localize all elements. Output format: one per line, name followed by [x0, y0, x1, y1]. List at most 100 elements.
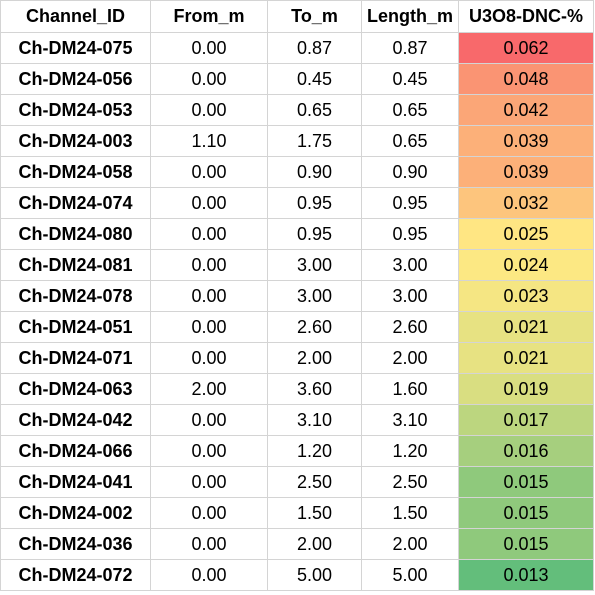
from-m-cell[interactable]: 0.00: [150, 528, 268, 560]
length-m-cell[interactable]: 3.00: [361, 280, 459, 312]
to-m-cell[interactable]: 5.00: [267, 559, 362, 591]
from-m-cell[interactable]: 0.00: [150, 342, 268, 374]
channel-id-cell[interactable]: Ch-DM24-003: [0, 125, 151, 157]
channel-id-cell[interactable]: Ch-DM24-081: [0, 249, 151, 281]
u3o8-cell[interactable]: 0.062: [458, 32, 594, 64]
to-m-cell[interactable]: 3.00: [267, 249, 362, 281]
length-m-cell[interactable]: 0.45: [361, 63, 459, 95]
u3o8-cell[interactable]: 0.032: [458, 187, 594, 219]
length-m-cell[interactable]: 0.65: [361, 125, 459, 157]
u3o8-cell[interactable]: 0.015: [458, 466, 594, 498]
length-m-cell[interactable]: 0.65: [361, 94, 459, 126]
header-row: Channel_ID From_m To_m Length_m U3O8-DNC…: [0, 0, 594, 33]
u3o8-cell[interactable]: 0.015: [458, 528, 594, 560]
from-m-cell[interactable]: 1.10: [150, 125, 268, 157]
from-m-cell[interactable]: 0.00: [150, 466, 268, 498]
u3o8-cell[interactable]: 0.017: [458, 404, 594, 436]
to-m-cell[interactable]: 1.50: [267, 497, 362, 529]
from-m-cell[interactable]: 0.00: [150, 94, 268, 126]
length-m-cell[interactable]: 1.60: [361, 373, 459, 405]
from-m-cell[interactable]: 0.00: [150, 63, 268, 95]
header-from-m[interactable]: From_m: [150, 0, 268, 33]
table-row: Ch-DM24-063 2.00 3.60 1.60 0.019: [0, 373, 594, 405]
header-length-m[interactable]: Length_m: [361, 0, 459, 33]
u3o8-cell[interactable]: 0.048: [458, 63, 594, 95]
u3o8-cell[interactable]: 0.015: [458, 497, 594, 529]
channel-id-cell[interactable]: Ch-DM24-071: [0, 342, 151, 374]
length-m-cell[interactable]: 2.60: [361, 311, 459, 343]
channel-id-cell[interactable]: Ch-DM24-051: [0, 311, 151, 343]
to-m-cell[interactable]: 2.00: [267, 528, 362, 560]
length-m-cell[interactable]: 1.50: [361, 497, 459, 529]
u3o8-cell[interactable]: 0.013: [458, 559, 594, 591]
length-m-cell[interactable]: 1.20: [361, 435, 459, 467]
u3o8-cell[interactable]: 0.019: [458, 373, 594, 405]
to-m-cell[interactable]: 3.60: [267, 373, 362, 405]
from-m-cell[interactable]: 0.00: [150, 32, 268, 64]
to-m-cell[interactable]: 0.95: [267, 187, 362, 219]
to-m-cell[interactable]: 1.75: [267, 125, 362, 157]
u3o8-cell[interactable]: 0.016: [458, 435, 594, 467]
to-m-cell[interactable]: 2.50: [267, 466, 362, 498]
channel-id-cell[interactable]: Ch-DM24-042: [0, 404, 151, 436]
u3o8-cell[interactable]: 0.021: [458, 311, 594, 343]
u3o8-cell[interactable]: 0.042: [458, 94, 594, 126]
to-m-cell[interactable]: 3.10: [267, 404, 362, 436]
length-m-cell[interactable]: 2.50: [361, 466, 459, 498]
u3o8-cell[interactable]: 0.021: [458, 342, 594, 374]
length-m-cell[interactable]: 3.10: [361, 404, 459, 436]
from-m-cell[interactable]: 0.00: [150, 311, 268, 343]
to-m-cell[interactable]: 3.00: [267, 280, 362, 312]
from-m-cell[interactable]: 0.00: [150, 187, 268, 219]
channel-id-cell[interactable]: Ch-DM24-041: [0, 466, 151, 498]
header-to-m[interactable]: To_m: [267, 0, 362, 33]
channel-id-cell[interactable]: Ch-DM24-002: [0, 497, 151, 529]
length-m-cell[interactable]: 0.90: [361, 156, 459, 188]
from-m-cell[interactable]: 0.00: [150, 497, 268, 529]
header-u3o8-dnc[interactable]: U3O8-DNC-%: [458, 0, 594, 33]
channel-id-cell[interactable]: Ch-DM24-058: [0, 156, 151, 188]
channel-id-cell[interactable]: Ch-DM24-036: [0, 528, 151, 560]
channel-id-cell[interactable]: Ch-DM24-080: [0, 218, 151, 250]
from-m-cell[interactable]: 0.00: [150, 218, 268, 250]
channel-id-cell[interactable]: Ch-DM24-074: [0, 187, 151, 219]
channel-id-cell[interactable]: Ch-DM24-063: [0, 373, 151, 405]
channel-id-cell[interactable]: Ch-DM24-053: [0, 94, 151, 126]
to-m-cell[interactable]: 0.90: [267, 156, 362, 188]
to-m-cell[interactable]: 0.87: [267, 32, 362, 64]
u3o8-cell[interactable]: 0.024: [458, 249, 594, 281]
to-m-cell[interactable]: 0.45: [267, 63, 362, 95]
length-m-cell[interactable]: 0.87: [361, 32, 459, 64]
from-m-cell[interactable]: 0.00: [150, 280, 268, 312]
to-m-cell[interactable]: 1.20: [267, 435, 362, 467]
from-m-cell[interactable]: 0.00: [150, 559, 268, 591]
table-row: Ch-DM24-072 0.00 5.00 5.00 0.013: [0, 559, 594, 591]
to-m-cell[interactable]: 0.65: [267, 94, 362, 126]
to-m-cell[interactable]: 2.00: [267, 342, 362, 374]
header-channel-id[interactable]: Channel_ID: [0, 0, 151, 33]
channel-id-cell[interactable]: Ch-DM24-072: [0, 559, 151, 591]
u3o8-cell[interactable]: 0.039: [458, 125, 594, 157]
from-m-cell[interactable]: 2.00: [150, 373, 268, 405]
from-m-cell[interactable]: 0.00: [150, 156, 268, 188]
channel-id-cell[interactable]: Ch-DM24-075: [0, 32, 151, 64]
length-m-cell[interactable]: 5.00: [361, 559, 459, 591]
from-m-cell[interactable]: 0.00: [150, 435, 268, 467]
channel-id-cell[interactable]: Ch-DM24-078: [0, 280, 151, 312]
length-m-cell[interactable]: 3.00: [361, 249, 459, 281]
to-m-cell[interactable]: 2.60: [267, 311, 362, 343]
table-row: Ch-DM24-036 0.00 2.00 2.00 0.015: [0, 528, 594, 560]
u3o8-cell[interactable]: 0.039: [458, 156, 594, 188]
u3o8-cell[interactable]: 0.023: [458, 280, 594, 312]
length-m-cell[interactable]: 0.95: [361, 187, 459, 219]
table-row: Ch-DM24-042 0.00 3.10 3.10 0.017: [0, 404, 594, 436]
length-m-cell[interactable]: 2.00: [361, 342, 459, 374]
from-m-cell[interactable]: 0.00: [150, 249, 268, 281]
length-m-cell[interactable]: 2.00: [361, 528, 459, 560]
channel-id-cell[interactable]: Ch-DM24-066: [0, 435, 151, 467]
to-m-cell[interactable]: 0.95: [267, 218, 362, 250]
from-m-cell[interactable]: 0.00: [150, 404, 268, 436]
u3o8-cell[interactable]: 0.025: [458, 218, 594, 250]
length-m-cell[interactable]: 0.95: [361, 218, 459, 250]
channel-id-cell[interactable]: Ch-DM24-056: [0, 63, 151, 95]
